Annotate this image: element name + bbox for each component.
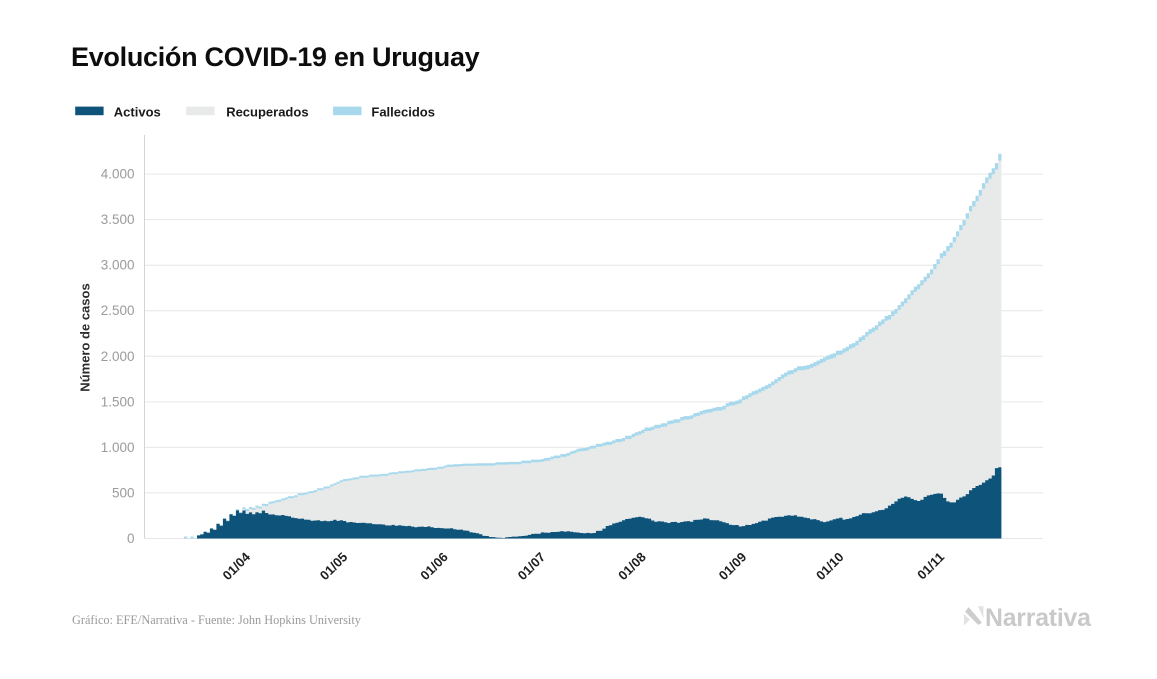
svg-text:2.500: 2.500 <box>101 303 135 318</box>
svg-text:Fallecidos: Fallecidos <box>371 105 435 120</box>
svg-text:3.000: 3.000 <box>101 258 135 273</box>
svg-text:2.000: 2.000 <box>101 349 135 364</box>
svg-text:Narrativa: Narrativa <box>985 605 1091 632</box>
svg-text:1.500: 1.500 <box>101 394 135 409</box>
svg-text:Número de casos: Número de casos <box>78 283 93 391</box>
svg-text:Gráfico: EFE/Narrativa - Fuent: Gráfico: EFE/Narrativa - Fuente: John Ho… <box>72 613 362 627</box>
svg-text:500: 500 <box>112 485 135 500</box>
svg-text:3.500: 3.500 <box>101 212 135 227</box>
svg-text:1.000: 1.000 <box>101 440 135 455</box>
svg-text:4.000: 4.000 <box>101 167 135 182</box>
svg-text:Activos: Activos <box>114 105 161 120</box>
svg-text:Recuperados: Recuperados <box>226 105 308 120</box>
svg-text:Evolución COVID-19 en Uruguay: Evolución COVID-19 en Uruguay <box>71 42 480 72</box>
svg-text:0: 0 <box>127 531 135 546</box>
